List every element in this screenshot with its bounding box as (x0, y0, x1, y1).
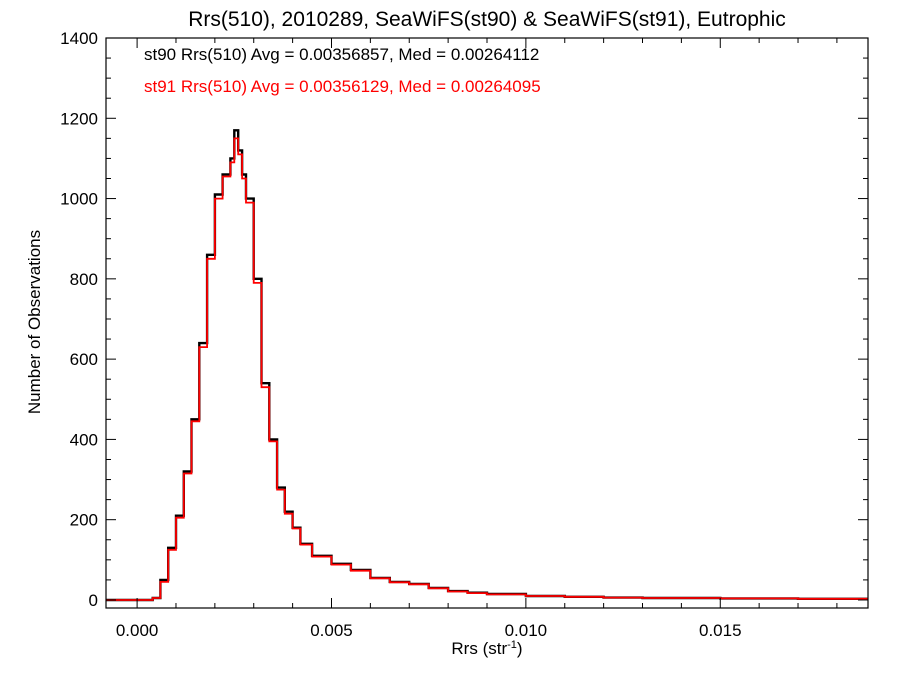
y-tick-label: 600 (70, 350, 98, 369)
x-axis-label-main: Rrs (str (451, 639, 507, 658)
y-tick-label: 0 (89, 591, 98, 610)
x-axis: 0.000 0.005 0.010 0.015 (116, 38, 838, 640)
x-tick-label: 0.000 (116, 621, 159, 640)
y-axis: 0 200 400 600 800 1000 1200 1400 (60, 29, 868, 610)
y-tick-label: 1000 (60, 190, 98, 209)
legend-st91: st91 Rrs(510) Avg = 0.00356129, Med = 0.… (144, 77, 541, 96)
series-st90-line (106, 129, 868, 602)
x-tick-label: 0.005 (310, 621, 353, 640)
series-layer (106, 129, 868, 602)
x-tick-label: 0.010 (505, 621, 548, 640)
plot-frame (105, 37, 869, 609)
x-axis-label-close: ) (517, 639, 523, 658)
y-axis-label: Number of Observations (25, 230, 44, 414)
x-tick-label: 0.015 (699, 621, 742, 640)
y-tick-label: 400 (70, 430, 98, 449)
y-tick-label: 800 (70, 270, 98, 289)
chart-title: Rrs(510), 2010289, SeaWiFS(st90) & SeaWi… (188, 8, 786, 31)
y-tick-label: 1200 (60, 109, 98, 128)
y-tick-label: 1400 (60, 29, 98, 48)
legend-st90: st90 Rrs(510) Avg = 0.00356857, Med = 0.… (144, 45, 539, 64)
x-axis-label: Rrs (str-1) (451, 639, 522, 658)
series-st91-line (106, 137, 868, 601)
y-tick-label: 200 (70, 511, 98, 530)
x-axis-label-superscript: -1 (507, 639, 517, 651)
